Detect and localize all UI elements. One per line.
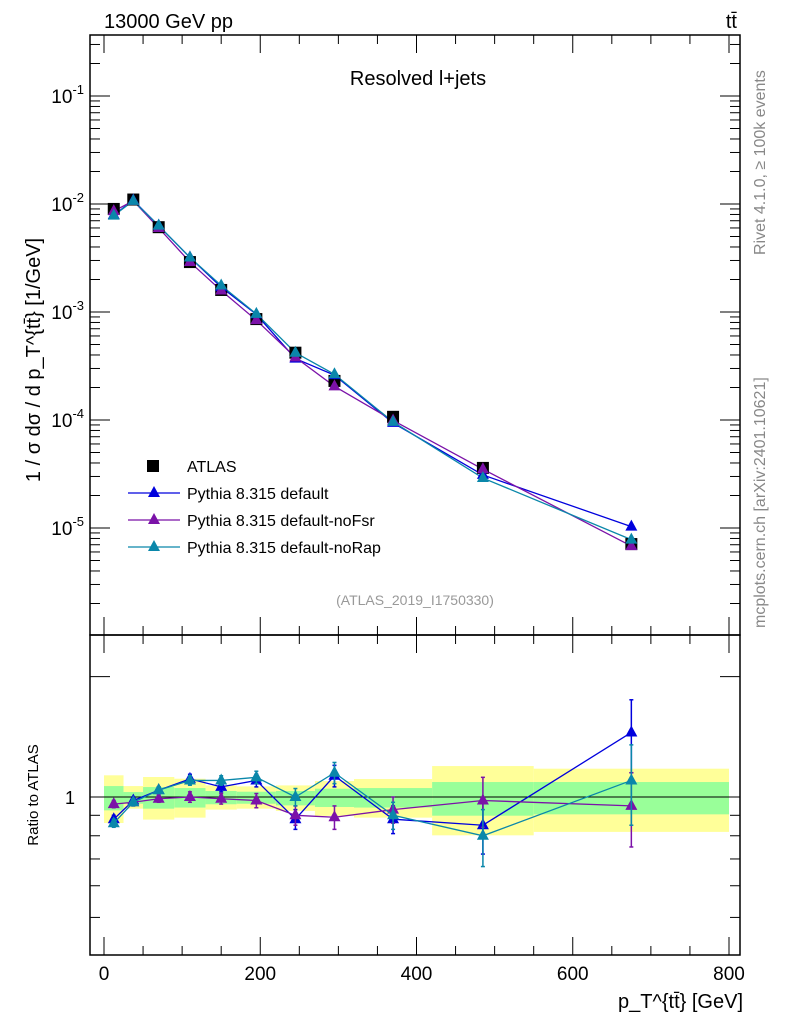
point-default xyxy=(625,519,638,531)
plot-title: Resolved l+jets xyxy=(350,68,486,90)
point-noRap xyxy=(152,218,165,230)
legend-label-default: Pythia 8.315 default xyxy=(187,486,329,503)
ratio-point-default xyxy=(625,725,638,737)
ratio-point-noFsr xyxy=(215,791,228,803)
ratio-point-noRap xyxy=(387,808,400,820)
ratio-point-noRap xyxy=(289,790,302,801)
data-marks xyxy=(107,193,638,868)
ratio-point-noFsr xyxy=(289,808,302,820)
ratio-point-noRap xyxy=(625,773,638,785)
point-noRap xyxy=(183,250,196,262)
ratio-point-noFsr xyxy=(250,793,263,805)
ratio-point-noRap xyxy=(250,770,263,782)
ratio-ytick-label: 1 xyxy=(65,788,75,808)
xtick-label: 200 xyxy=(244,964,276,985)
xtick-label: 400 xyxy=(401,964,433,985)
ratio-point-noRap xyxy=(107,816,120,828)
ytick-label: 10-2 xyxy=(51,190,84,216)
legend-marker-default xyxy=(148,486,160,497)
legend-marker-noFsr xyxy=(148,513,160,524)
ytick-label: 10-5 xyxy=(51,514,84,540)
ytick-label: 10-1 xyxy=(51,82,84,108)
ratio-point-noRap xyxy=(476,828,489,840)
legend-marker-atlas xyxy=(147,460,159,472)
legend-label-noRap: Pythia 8.315 default-noRap xyxy=(187,540,381,557)
x-axis-label: p_T^{tt̄} [GeV] xyxy=(618,991,743,1013)
ratio-point-noRap xyxy=(215,773,228,785)
axis-ticks: 10-1 10-2 10-3 10-4 10-5 0 200 400 600 800 xyxy=(51,35,745,985)
rivet-label: Rivet 4.1.0, ≥ 100k events xyxy=(752,70,769,255)
point-noRap xyxy=(107,208,120,220)
ratio-point-noFsr xyxy=(152,791,165,803)
ratio-panel-frame xyxy=(89,634,741,956)
series-line-default xyxy=(113,199,632,528)
energy-label: 13000 GeV pp xyxy=(104,11,233,33)
ytick-label: 10-3 xyxy=(51,298,84,324)
point-noRap xyxy=(625,532,638,544)
point-noRap xyxy=(387,414,400,426)
point-noFsr xyxy=(625,539,638,551)
legend-label-atlas: ATLAS xyxy=(187,459,237,476)
ratio-point-noFsr xyxy=(183,790,196,801)
ratio-point-noRap xyxy=(127,795,140,807)
legend-marker-noRap xyxy=(148,540,160,551)
legend: ATLAS Pythia 8.315 default Pythia 8.315 de… xyxy=(128,459,381,557)
ratio-point-noFsr xyxy=(476,793,489,805)
point-noRap xyxy=(289,345,302,357)
process-label: tt̄ xyxy=(726,11,738,33)
xtick-label: 600 xyxy=(557,964,589,985)
point-noFsr xyxy=(250,313,263,325)
point-noFsr xyxy=(476,462,489,474)
y-axis-label: 1 / σ dσ / d p_T^{tt̄} [1/GeV] xyxy=(23,238,45,482)
ratio-y-axis-label: Ratio to ATLAS xyxy=(25,744,42,845)
ratio-point-noFsr xyxy=(107,797,120,809)
ratio-point-noRap xyxy=(152,783,165,795)
xtick-label: 0 xyxy=(99,964,110,985)
point-noRap xyxy=(328,367,341,379)
point-noRap xyxy=(476,471,489,483)
mcplots-label: mcplots.cern.ch [arXiv:2401.10621] xyxy=(752,377,769,628)
point-noRap xyxy=(250,306,263,318)
point-noRap xyxy=(127,193,140,205)
ratio-point-noRap xyxy=(183,773,196,785)
analysis-id: (ATLAS_2019_I1750330) xyxy=(336,592,494,608)
xtick-label: 800 xyxy=(713,964,745,985)
ratio-point-noFsr xyxy=(328,810,341,822)
point-noFsr xyxy=(328,379,341,391)
ratio-point-noRap xyxy=(328,765,341,777)
legend-label-noFsr: Pythia 8.315 default-noFsr xyxy=(187,513,375,530)
ytick-label: 10-4 xyxy=(51,406,84,432)
band-inner xyxy=(314,788,354,808)
point-noRap xyxy=(215,278,228,290)
